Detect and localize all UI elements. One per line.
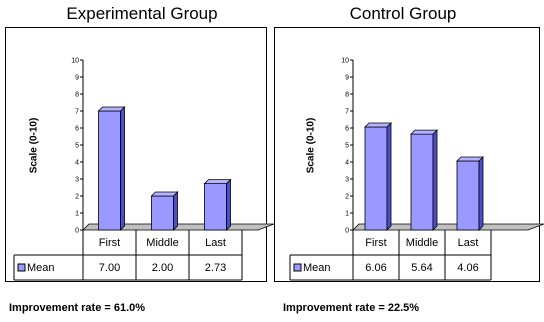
experimental-y-tick-label: 10 — [71, 58, 79, 65]
control-bar-last — [456, 160, 480, 231]
experimental-category-label: Middle — [146, 237, 178, 249]
control-y-tick-label: 5 — [345, 143, 349, 150]
experimental-y-tick-label: 8 — [75, 92, 79, 99]
experimental-y-tick-label: 7 — [75, 109, 79, 116]
control-y-tick-label: 9 — [345, 75, 349, 82]
control-value-label: 5.64 — [411, 262, 432, 274]
control-bar-top-last — [456, 156, 484, 162]
control-bar-side-first — [386, 122, 392, 231]
experimental-y-tick-label: 6 — [75, 126, 79, 133]
experimental-bar-side-first — [120, 106, 125, 231]
control-y-tick-label: 4 — [345, 160, 349, 167]
experimental-value-label: 2.73 — [205, 262, 226, 274]
control-value-label: 6.06 — [365, 262, 386, 274]
control-category-label: Middle — [406, 237, 438, 249]
control-category-label: Last — [458, 237, 479, 249]
control-bar-middle — [410, 133, 434, 231]
experimental-legend-label: Mean — [27, 262, 55, 274]
control-chart-frame — [274, 27, 540, 282]
control-value-label: 4.06 — [457, 262, 478, 274]
experimental-value-label: 7.00 — [99, 262, 120, 274]
control-improvement-rate: Improvement rate = 22.5% — [283, 302, 420, 314]
experimental-value-label: 2.00 — [152, 262, 173, 274]
experimental-bar-side-middle — [173, 191, 178, 231]
control-y-tick-label: 0 — [345, 228, 349, 235]
control-y-tick-label: 10 — [341, 58, 349, 65]
experimental-y-tick-label: 3 — [75, 177, 79, 184]
experimental-bar-top-last — [203, 179, 232, 184]
experimental-bar-last — [204, 183, 227, 231]
control-category-label: First — [365, 237, 386, 249]
experimental-bar-side-last — [226, 178, 231, 231]
experimental-y-tick-label: 0 — [75, 228, 79, 235]
experimental-y-tick-label: 2 — [75, 194, 79, 201]
experimental-improvement-rate: Improvement rate = 61.0% — [9, 302, 146, 314]
control-bar-top-first — [364, 122, 392, 128]
experimental-bar-middle — [151, 195, 174, 231]
experimental-y-tick-label: 5 — [75, 143, 79, 150]
control-bar-side-middle — [432, 129, 438, 231]
control-bar-top-middle — [410, 129, 438, 135]
experimental-y-tick-label: 4 — [75, 160, 79, 167]
control-legend-swatch — [293, 263, 302, 272]
control-legend-label: Mean — [303, 262, 331, 274]
control-group-title: Control Group — [349, 4, 457, 23]
control-y-tick-label: 3 — [345, 177, 349, 184]
control-y-tick-label: 7 — [345, 109, 349, 116]
control-bar-side-last — [478, 156, 484, 231]
control-y-tick-label: 1 — [345, 211, 349, 218]
experimental-bar-top-middle — [150, 191, 179, 197]
experimental-category-label: First — [99, 237, 120, 249]
experimental-y-tick-label: 1 — [75, 211, 79, 218]
experimental-bar-first — [98, 110, 121, 231]
experimental-y-tick-label: 9 — [75, 75, 79, 82]
control-y-tick-label: 8 — [345, 92, 349, 99]
control-y-tick-label: 6 — [345, 126, 349, 133]
experimental-legend-swatch — [17, 263, 26, 272]
control-bar-first — [364, 126, 388, 231]
experimental-group-title: Experimental Group — [66, 4, 218, 23]
control-y-tick-label: 2 — [345, 194, 349, 201]
experimental-category-label: Last — [205, 237, 226, 249]
experimental-bar-top-first — [97, 106, 126, 112]
